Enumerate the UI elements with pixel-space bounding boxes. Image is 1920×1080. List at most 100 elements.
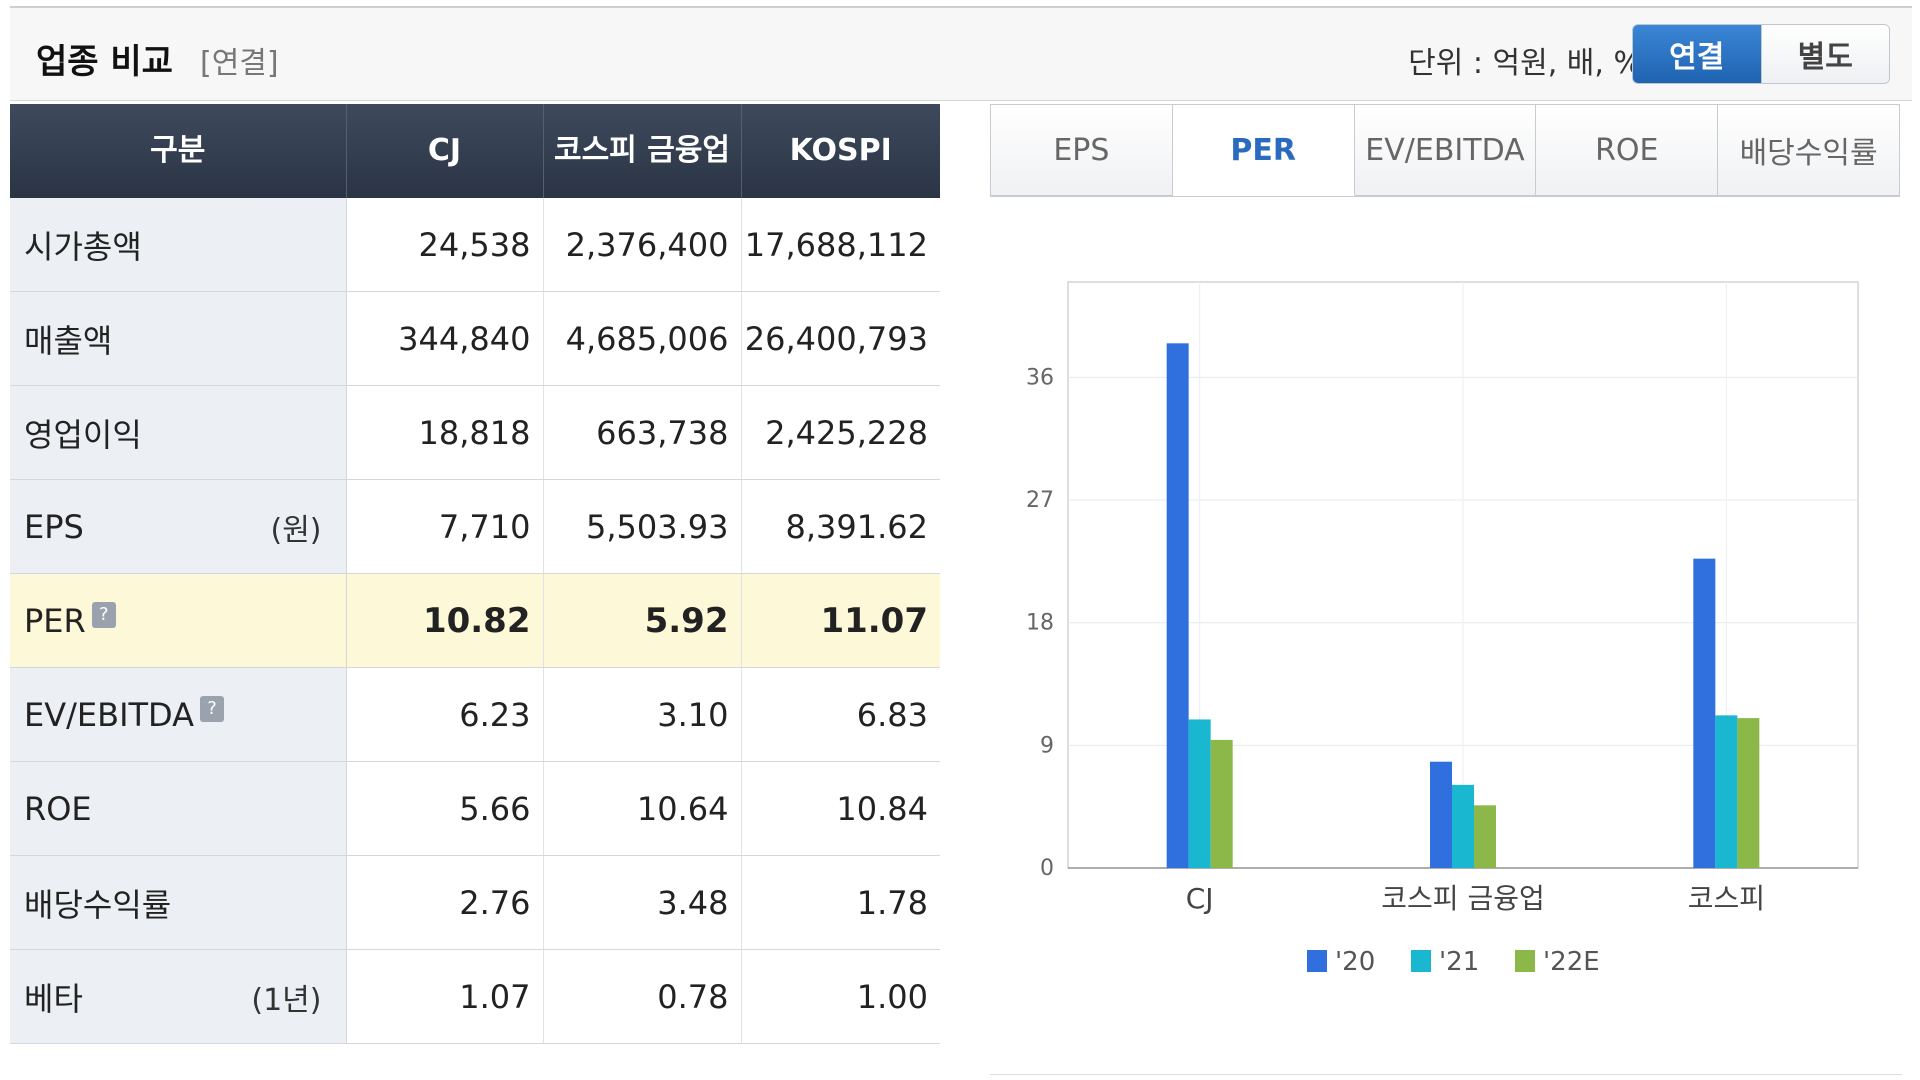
bar [1210,739,1233,868]
row-label: EV/EBITDA [24,695,195,734]
x-tick-label: 코스피 금융업 [1381,882,1544,915]
row-label-cell: ROE [10,761,347,856]
table-cell: 26,400,793 [741,291,940,386]
section-title: 업종 비교 [36,42,173,82]
unit-label: 단위 : 억원, 배, % [1408,46,1642,81]
y-tick-label: 18 [1026,611,1054,636]
table-row: 배당수익률 2.76 3.48 1.78 [10,855,940,950]
row-label: 영업이익 [24,415,142,454]
y-tick-label: 27 [1026,488,1054,513]
help-icon[interactable]: ? [91,601,116,628]
table-cell: 5.66 [346,761,544,856]
table-cell: 6.83 [741,667,940,762]
bar [1430,761,1452,868]
top-border [10,6,1912,8]
consolidation-toggle: 연결 별도 [1632,24,1890,84]
table-cell: 5,503.93 [543,479,742,574]
table-cell: 8,391.62 [741,479,940,574]
tab-eps[interactable]: EPS [990,104,1173,196]
table-cell: 3.10 [543,667,742,762]
row-unit-suffix: (1년) [251,982,322,1018]
x-tick-label: CJ [1186,882,1214,915]
legend-swatch [1515,950,1535,972]
table-row: 시가총액 24,538 2,376,400 17,688,112 [10,198,940,292]
table-row: ROE 5.66 10.64 10.84 [10,761,940,856]
table-cell: 11.07 [741,573,940,668]
column-header: KOSPI [741,104,940,198]
row-label-cell: 베타 (1년) [10,949,347,1044]
y-tick-label: 0 [1040,856,1054,881]
tab-ev-ebitda[interactable]: EV/EBITDA [1354,104,1537,196]
table-header-row: 구분 CJ 코스피 금융업 KOSPI [10,104,940,198]
bar [1693,558,1716,868]
row-label-cell: EPS (원) [10,479,347,574]
row-label: 베타 [24,979,83,1018]
table-cell: 4,685,006 [543,291,742,386]
bar [1737,718,1760,868]
table-row: 매출액 344,840 4,685,006 26,400,793 [10,291,940,386]
row-label: 매출액 [24,321,113,360]
bar [1474,805,1496,868]
y-tick-label: 36 [1026,365,1054,390]
tab-per[interactable]: PER [1172,104,1355,196]
legend-swatch [1411,950,1431,972]
table-row: EPS (원) 7,710 5,503.93 8,391.62 [10,479,940,574]
separate-button[interactable]: 별도 [1760,25,1889,83]
industry-comparison-table: 구분 CJ 코스피 금융업 KOSPI 시가총액 24,538 2,376,40… [10,104,940,1044]
metric-tabs: EPS PER EV/EBITDA ROE 배당수익률 [990,104,1900,197]
row-label-cell: EV/EBITDA? [10,667,347,762]
table-cell: 5.92 [543,573,742,668]
table-cell: 6.23 [346,667,544,762]
table-cell: 7,710 [346,479,544,574]
tab-dividend-yield[interactable]: 배당수익률 [1718,104,1900,196]
consolidated-button[interactable]: 연결 [1633,25,1761,83]
table-cell: 3.48 [543,855,742,950]
tab-roe[interactable]: ROE [1536,104,1719,196]
table-row: EV/EBITDA? 6.23 3.10 6.83 [10,667,940,762]
column-header: CJ [346,104,544,198]
panel-bottom-border [990,1074,1902,1075]
x-tick-label: 코스피 [1688,882,1765,915]
row-label-cell: 영업이익 [10,385,347,480]
table-cell: 663,738 [543,385,742,480]
row-unit-suffix: (원) [270,512,322,548]
row-label-cell: PER? [10,573,347,668]
table-cell: 0.78 [543,949,742,1044]
row-label: EPS [24,507,84,546]
section-header: 업종 비교 [연결] 단위 : 억원, 배, % 연결 별도 [10,8,1912,101]
table-cell: 344,840 [346,291,544,386]
per-bar-chart: 0 9 18 27 36 CJ 코스피 금융업 코스피 '20 '21 '22E [1026,281,1859,977]
row-label-cell: 매출액 [10,291,347,386]
table-cell: 17,688,112 [741,198,940,292]
row-label: PER [24,601,86,640]
section-subtitle: [연결] [200,46,279,81]
table-cell: 2,425,228 [741,385,940,480]
legend-label: '22E [1543,947,1600,977]
table-cell: 10.84 [741,761,940,856]
table-row-highlighted: PER? 10.82 5.92 11.07 [10,573,940,668]
row-label: 시가총액 [24,227,142,266]
row-label: 배당수익률 [24,885,172,924]
help-icon[interactable]: ? [200,695,225,722]
column-header: 구분 [10,104,347,198]
table-cell: 1.78 [741,855,940,950]
legend-label: '20 [1335,947,1375,977]
legend-swatch [1307,950,1327,972]
table-cell: 10.82 [346,573,544,668]
table-row: 베타 (1년) 1.07 0.78 1.00 [10,949,940,1044]
legend-label: '21 [1439,947,1479,977]
bar [1715,715,1738,868]
table-cell: 24,538 [346,198,544,292]
column-header: 코스피 금융업 [543,104,742,198]
row-label: ROE [24,789,92,828]
table-cell: 18,818 [346,385,544,480]
bar [1452,784,1474,868]
bar [1188,719,1211,868]
table-cell: 2,376,400 [543,198,742,292]
y-tick-label: 9 [1040,733,1054,758]
table-cell: 1.07 [346,949,544,1044]
row-label-cell: 배당수익률 [10,855,347,950]
table-row: 영업이익 18,818 663,738 2,425,228 [10,385,940,480]
table-cell: 2.76 [346,855,544,950]
per-chart-panel: 0 9 18 27 36 CJ 코스피 금융업 코스피 '20 '21 '22E [990,200,1900,1068]
